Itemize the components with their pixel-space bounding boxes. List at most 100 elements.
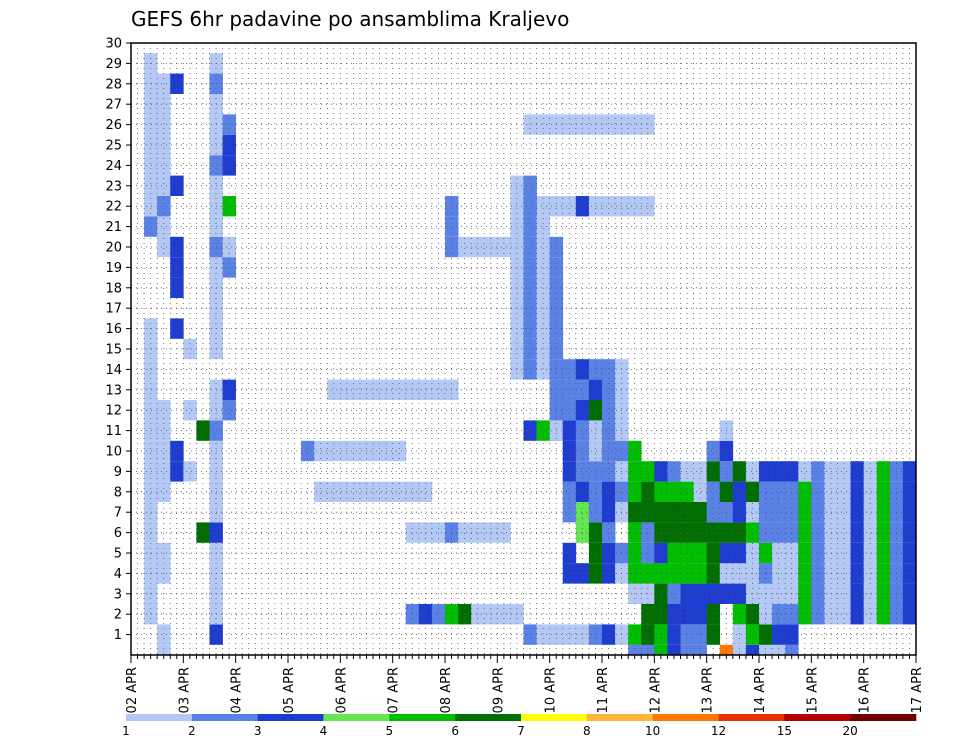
heatmap-cell <box>850 461 864 482</box>
heatmap-cell <box>588 196 603 217</box>
heatmap-cell <box>719 644 734 655</box>
heatmap-cell <box>667 461 681 482</box>
heatmap-cell <box>588 624 603 645</box>
heatmap-cell <box>902 481 917 502</box>
heatmap-cell <box>562 624 577 645</box>
heatmap-cell <box>157 644 171 655</box>
heatmap-cell <box>863 522 878 543</box>
heatmap-cell <box>745 604 760 625</box>
heatmap-cell <box>497 604 511 625</box>
heatmap-cell <box>772 461 786 482</box>
heatmap-cell <box>458 604 472 625</box>
heatmap-cell <box>497 522 511 543</box>
heatmap-cell <box>222 257 236 278</box>
colorbar-label: 2 <box>188 724 196 738</box>
heatmap-cell <box>510 604 524 625</box>
heatmap-cell <box>732 604 747 625</box>
heatmap-cell <box>772 644 786 655</box>
heatmap-cell <box>759 604 773 625</box>
heatmap-cell <box>706 461 721 482</box>
x-tick-label: 07 APR <box>387 667 402 713</box>
heatmap-cell <box>484 604 498 625</box>
y-tick-label: 19 <box>105 261 122 276</box>
heatmap-cell <box>353 440 367 462</box>
heatmap-cell <box>706 522 721 543</box>
heatmap-cell <box>837 481 851 502</box>
heatmap-cell <box>144 196 158 217</box>
heatmap-cell <box>157 400 171 421</box>
heatmap-cell <box>641 522 655 543</box>
heatmap-cell <box>588 359 603 380</box>
heatmap-cell <box>366 379 380 400</box>
heatmap-cell <box>667 644 681 655</box>
heatmap-cell <box>693 522 707 543</box>
heatmap-cell <box>405 522 420 543</box>
heatmap-cell <box>798 461 812 482</box>
heatmap-cell <box>222 400 236 421</box>
heatmap-cell <box>667 522 681 543</box>
heatmap-cell <box>523 624 537 645</box>
y-tick-label: 8 <box>114 485 122 500</box>
heatmap-cell <box>641 481 655 502</box>
heatmap-cell <box>523 236 537 258</box>
heatmap-cell <box>641 461 655 482</box>
colorbar-swatch <box>257 714 324 721</box>
heatmap-cell <box>575 359 590 380</box>
heatmap-cell <box>575 461 590 482</box>
heatmap-cell <box>523 277 537 298</box>
heatmap-cell <box>811 461 825 482</box>
heatmap-cell <box>471 522 485 543</box>
heatmap-cell <box>405 481 420 502</box>
heatmap-cell <box>183 461 197 482</box>
heatmap-cell <box>366 440 380 462</box>
heatmap-cell <box>602 359 616 380</box>
heatmap-cell <box>602 420 616 441</box>
y-tick-label: 16 <box>105 322 122 337</box>
heatmap-cell <box>222 155 236 176</box>
heatmap-cell <box>772 481 786 502</box>
heatmap-cell <box>706 502 721 523</box>
heatmap-cell <box>431 604 446 625</box>
heatmap-cell <box>745 461 760 482</box>
heatmap-cell <box>680 604 694 625</box>
heatmap-cell <box>144 175 158 196</box>
heatmap-cell <box>575 400 590 421</box>
colorbar-label: 5 <box>386 724 394 738</box>
heatmap-cell <box>510 359 524 380</box>
heatmap-cell <box>693 502 707 523</box>
x-tick-label: 16 APR <box>858 667 873 713</box>
heatmap-cell <box>536 420 550 441</box>
x-tick-label: 03 APR <box>177 667 192 713</box>
heatmap-cell <box>575 502 590 523</box>
heatmap-cell <box>798 481 812 502</box>
x-tick-label: 12 APR <box>648 667 663 713</box>
x-tick-label: 15 APR <box>805 667 820 713</box>
colorbar-swatch <box>586 714 653 721</box>
heatmap-cell <box>772 604 786 625</box>
y-tick-label: 12 <box>105 404 122 419</box>
y-tick-label: 15 <box>105 343 122 358</box>
y-tick-label: 14 <box>105 363 122 378</box>
heatmap-cell <box>588 522 603 543</box>
heatmap-cell <box>850 522 864 543</box>
heatmap-cell <box>523 216 537 237</box>
heatmap-cell <box>628 196 642 217</box>
y-tick-label: 3 <box>114 587 122 602</box>
colorbar-swatch <box>850 714 917 721</box>
heatmap-cell <box>562 379 577 400</box>
y-tick-label: 6 <box>114 526 122 541</box>
heatmap-cell <box>772 502 786 523</box>
heatmap-cell <box>562 359 577 380</box>
heatmap-cell <box>837 604 851 625</box>
heatmap-cell <box>628 624 642 645</box>
heatmap-cell <box>144 155 158 176</box>
x-tick-label: 06 APR <box>334 667 349 713</box>
heatmap-cell <box>602 440 616 462</box>
colorbar-label: 1 <box>122 724 130 738</box>
heatmap-cell <box>628 522 642 543</box>
heatmap-cell <box>785 644 799 655</box>
x-tick-label: 13 APR <box>701 667 716 713</box>
y-tick-label: 25 <box>105 139 122 154</box>
heatmap-cell <box>157 114 171 135</box>
colorbar-swatch <box>323 714 390 721</box>
